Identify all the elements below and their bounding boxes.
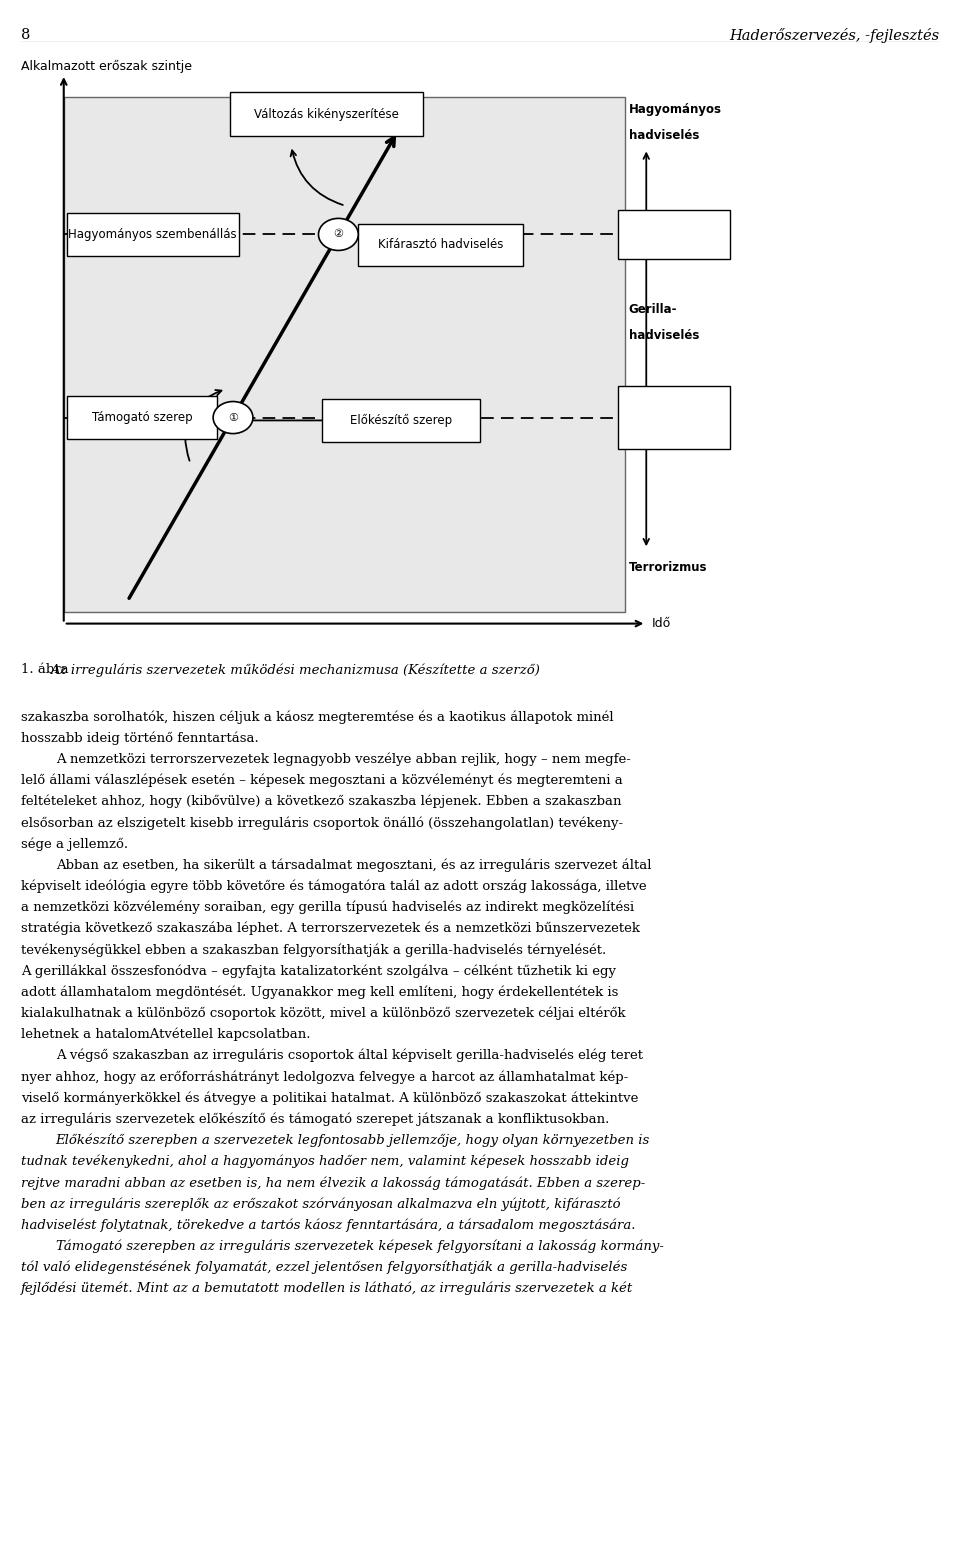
Text: ben az irreguláris szereplők az erőszakot szórványosan alkalmazva eln yújtott, k: ben az irreguláris szereplők az erőszako… [21, 1198, 621, 1210]
Text: Társadalmi
egyensúly: Társadalmi egyensúly [642, 403, 706, 431]
Text: kialakulhatnak a különböző csoportok között, mivel a különböző szervezetek célja: kialakulhatnak a különböző csoportok köz… [21, 1007, 626, 1021]
Text: A nemzetközi terrorszervezetek legnagyobb veszélye abban rejlik, hogy – nem megf: A nemzetközi terrorszervezetek legnagyob… [56, 753, 631, 767]
Text: 8: 8 [21, 28, 31, 42]
Text: Gerilla-: Gerilla- [629, 303, 677, 317]
Text: képviselt ideólógia egyre több követőre és támogatóra talál az adott ország lako: képviselt ideólógia egyre több követőre … [21, 880, 647, 894]
Text: Hagyományos szembenállás: Hagyományos szembenállás [68, 227, 237, 241]
Text: tól való elidegenstésének folyamatát, ezzel jelentősen felgyorsíthatják a gerill: tól való elidegenstésének folyamatát, ez… [21, 1261, 628, 1275]
FancyBboxPatch shape [230, 93, 423, 136]
Text: a nemzetközi közvélemény soraiban, egy gerilla típusú hadviselés az indirekt meg: a nemzetközi közvélemény soraiban, egy g… [21, 902, 635, 914]
Text: Előkészítő szerep: Előkészítő szerep [350, 414, 452, 426]
FancyBboxPatch shape [323, 400, 480, 442]
Text: Terrorizmus: Terrorizmus [629, 561, 707, 574]
FancyBboxPatch shape [63, 97, 625, 612]
Text: fejlődési ütemét. Mint az a bemutatott modellen is látható, az irreguláris szerv: fejlődési ütemét. Mint az a bemutatott m… [21, 1283, 634, 1295]
Text: A gerillákkal összesfonódva – egyfajta katalizatorként szolgálva – célként tűzhe: A gerillákkal összesfonódva – egyfajta k… [21, 964, 616, 978]
Text: hosszabb ideig történő fenntartása.: hosszabb ideig történő fenntartása. [21, 732, 259, 745]
Text: lehetnek a hatalomAtvétellel kapcsolatban.: lehetnek a hatalomAtvétellel kapcsolatba… [21, 1029, 311, 1041]
Text: Abban az esetben, ha sikerült a társadalmat megosztani, és az irreguláris szerve: Abban az esetben, ha sikerült a társadal… [56, 859, 651, 872]
Text: tevékenységükkel ebben a szakaszban felgyorsíthatják a gerilla-hadviselés térnye: tevékenységükkel ebben a szakaszban felg… [21, 944, 607, 956]
Text: szakaszba sorolhatók, hiszen céljuk a káosz megteremtése és a kaotikus állapotok: szakaszba sorolhatók, hiszen céljuk a ká… [21, 710, 613, 724]
Text: stratégia következő szakaszába léphet. A terrorszervezetek és a nemzetközi bűnsz: stratégia következő szakaszába léphet. A… [21, 922, 640, 936]
Text: adott államhatalom megdöntését. Ugyanakkor meg kell említeni, hogy érdekellentét: adott államhatalom megdöntését. Ugyanakk… [21, 986, 618, 999]
FancyBboxPatch shape [66, 397, 217, 439]
Text: elsősorban az elszigetelt kisebb irreguláris csoportok önálló (összehangolatlan): elsősorban az elszigetelt kisebb irregul… [21, 817, 623, 829]
Text: Haderőszervezés, -fejlesztés: Haderőszervezés, -fejlesztés [729, 28, 939, 44]
Text: hadviselést folytatnak, törekedve a tartós káosz fenntartására, a társadalom meg: hadviselést folytatnak, törekedve a tart… [21, 1218, 636, 1232]
Text: 1. ábra: 1. ábra [21, 663, 73, 676]
Text: ②: ② [333, 229, 344, 240]
Text: ①: ① [228, 412, 238, 422]
Text: Az irreguláris szervezetek működési mechanizmusa (Készítette a szerző): Az irreguláris szervezetek működési mech… [50, 663, 540, 677]
Circle shape [213, 401, 252, 434]
Text: Erőegyensúly: Erőegyensúly [634, 227, 714, 241]
Text: hadviselés: hadviselés [629, 129, 699, 141]
Text: Támogató szerep: Támogató szerep [91, 411, 192, 423]
Text: Hagyományos: Hagyományos [629, 103, 722, 116]
Text: A végső szakaszban az irreguláris csoportok által képviselt gerilla-hadviselés e: A végső szakaszban az irreguláris csopor… [56, 1049, 642, 1063]
Text: tudnak tevékenykedni, ahol a hagyományos hadőer nem, valamint képesek hosszabb i: tudnak tevékenykedni, ahol a hagyományos… [21, 1154, 629, 1168]
FancyBboxPatch shape [618, 386, 731, 448]
Text: az irreguláris szervezetek előkészítő és támogató szerepet játszanak a konfliktu: az irreguláris szervezetek előkészítő és… [21, 1113, 610, 1126]
Text: hadviselés: hadviselés [629, 329, 699, 342]
Text: Kifárasztó hadviselés: Kifárasztó hadviselés [377, 238, 503, 251]
Text: Alkalmazott erőszak szintje: Alkalmazott erőszak szintje [21, 60, 192, 72]
Text: feltételeket ahhoz, hogy (kibővülve) a következő szakaszba lépjenek. Ebben a sza: feltételeket ahhoz, hogy (kibővülve) a k… [21, 795, 622, 809]
Text: rejtve maradni abban az esetben is, ha nem élvezik a lakosság támogatását. Ebben: rejtve maradni abban az esetben is, ha n… [21, 1176, 645, 1190]
Text: lelő állami válaszlépések esetén – képesek megosztani a közvéleményt és megterem: lelő állami válaszlépések esetén – képes… [21, 775, 623, 787]
Text: Támogató szerepben az irreguláris szervezetek képesek felgyorsítani a lakosság k: Támogató szerepben az irreguláris szerve… [56, 1240, 663, 1253]
FancyBboxPatch shape [618, 210, 731, 259]
Circle shape [319, 218, 358, 251]
FancyBboxPatch shape [66, 213, 238, 256]
FancyBboxPatch shape [358, 224, 522, 267]
Text: viselő kormányerkökkel és átvegye a politikai hatalmat. A különböző szakaszokat : viselő kormányerkökkel és átvegye a poli… [21, 1091, 638, 1105]
Text: Változás kikényszerítése: Változás kikényszerítése [254, 108, 399, 121]
Text: nyer ahhoz, hogy az erőforráshátrányt ledolgozva felvegye a harcot az államhatal: nyer ahhoz, hogy az erőforráshátrányt le… [21, 1071, 629, 1083]
Text: Előkészítő szerepben a szervezetek legfontosabb jellemzője, hogy olyan környezet: Előkészítő szerepben a szervezetek legfo… [56, 1134, 650, 1148]
Text: sége a jellemző.: sége a jellemző. [21, 837, 129, 851]
Text: Idő: Idő [652, 618, 671, 630]
